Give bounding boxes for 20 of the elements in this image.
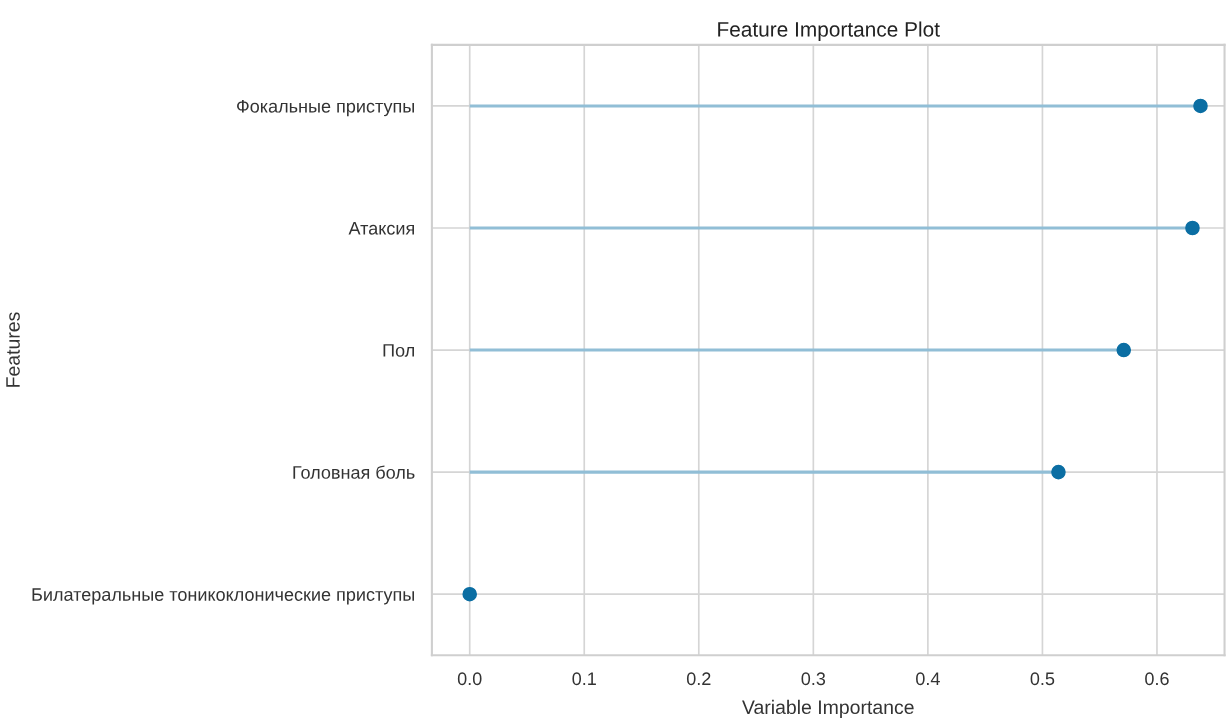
x-tick-label: 0.0 [457,672,482,686]
point [462,586,477,602]
point [1193,98,1208,114]
point [1116,342,1132,358]
y-tick-label: Атаксия [348,222,414,235]
point [1185,220,1200,236]
y-tick-label: Фокальные приступы [237,99,414,117]
y-tick-label: Билатеральные тоникоклонические приступы [32,588,415,605]
y-axis-title: Features [6,312,20,387]
x-tick-label: 0.1 [572,672,596,686]
x-tick-label: 0.5 [1030,672,1055,686]
y-tick-label: Пол [383,344,414,357]
x-tick-label: 0.2 [686,672,711,686]
x-tick-label: 0.3 [801,672,826,686]
x-tick-label: 0.6 [1145,672,1169,686]
y-tick-label: Головная боль [293,465,415,479]
chart-title: Feature Importance Plot [718,21,940,41]
x-axis-title: Variable Importance [742,699,914,718]
point [1051,464,1066,480]
x-tick-label: 0.4 [916,672,940,686]
